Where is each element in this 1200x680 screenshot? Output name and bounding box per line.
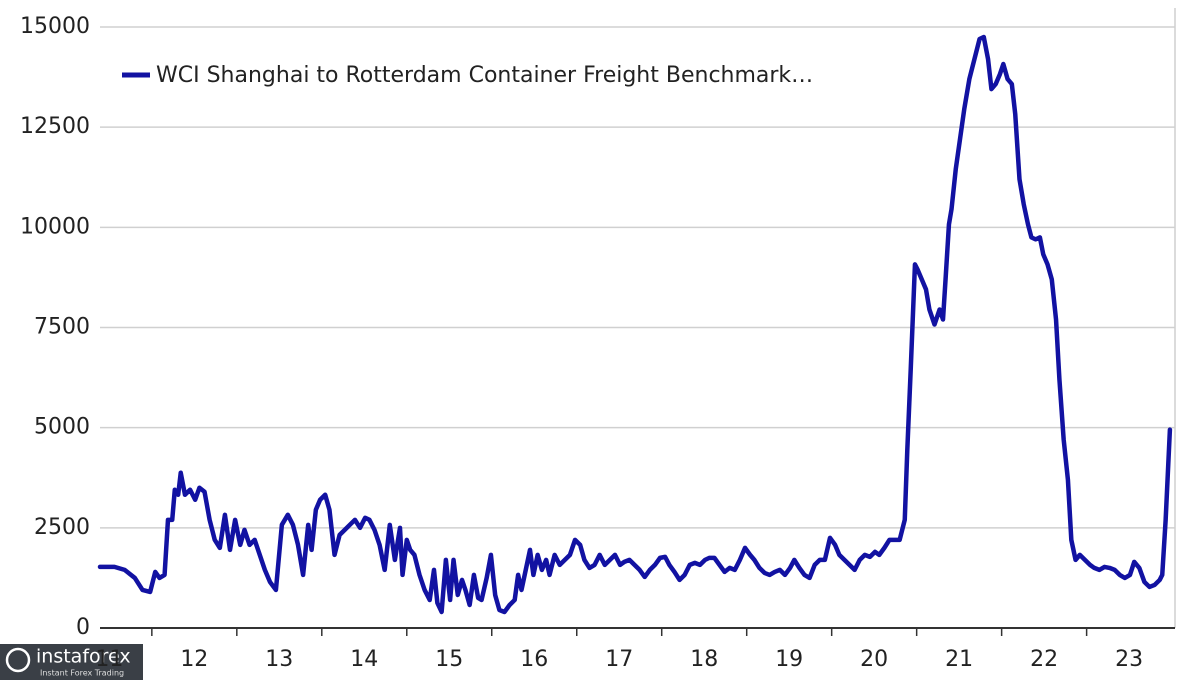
x-tick-label: 22 — [1030, 647, 1058, 672]
x-tick-label: 13 — [265, 647, 293, 672]
y-tick-label: 0 — [76, 615, 90, 640]
y-tick-label: 2500 — [34, 515, 90, 540]
x-tick-label: 12 — [180, 647, 208, 672]
y-tick-label: 12500 — [20, 114, 90, 139]
x-tick-label: 11 — [95, 647, 123, 672]
legend: WCI Shanghai to Rotterdam Container Frei… — [122, 63, 813, 88]
x-tick-label: 17 — [605, 647, 633, 672]
y-tick-label: 7500 — [34, 315, 90, 340]
x-tick-label: 18 — [690, 647, 718, 672]
x-tick-label: 16 — [520, 647, 548, 672]
y-tick-label: 10000 — [20, 214, 90, 239]
x-tick-label: 19 — [775, 647, 803, 672]
y-tick-label: 15000 — [20, 14, 90, 39]
x-tick-label: 15 — [435, 647, 463, 672]
watermark-logo — [5, 647, 31, 673]
watermark: instaforex Instant Forex Trading — [0, 644, 143, 680]
marks — [97, 34, 1173, 615]
x-tick-label: 14 — [350, 647, 378, 672]
y-tick-label: 5000 — [34, 415, 90, 440]
x-tick-label: 23 — [1115, 647, 1143, 672]
grid — [100, 26, 1175, 529]
legend-text: WCI Shanghai to Rotterdam Container Frei… — [156, 63, 813, 88]
series-line — [97, 34, 1173, 615]
watermark-tagline: Instant Forex Trading — [40, 669, 124, 678]
watermark-brand: instaforex — [36, 646, 131, 668]
x-tick-label: 21 — [945, 647, 973, 672]
x-tick-label: 20 — [860, 647, 888, 672]
